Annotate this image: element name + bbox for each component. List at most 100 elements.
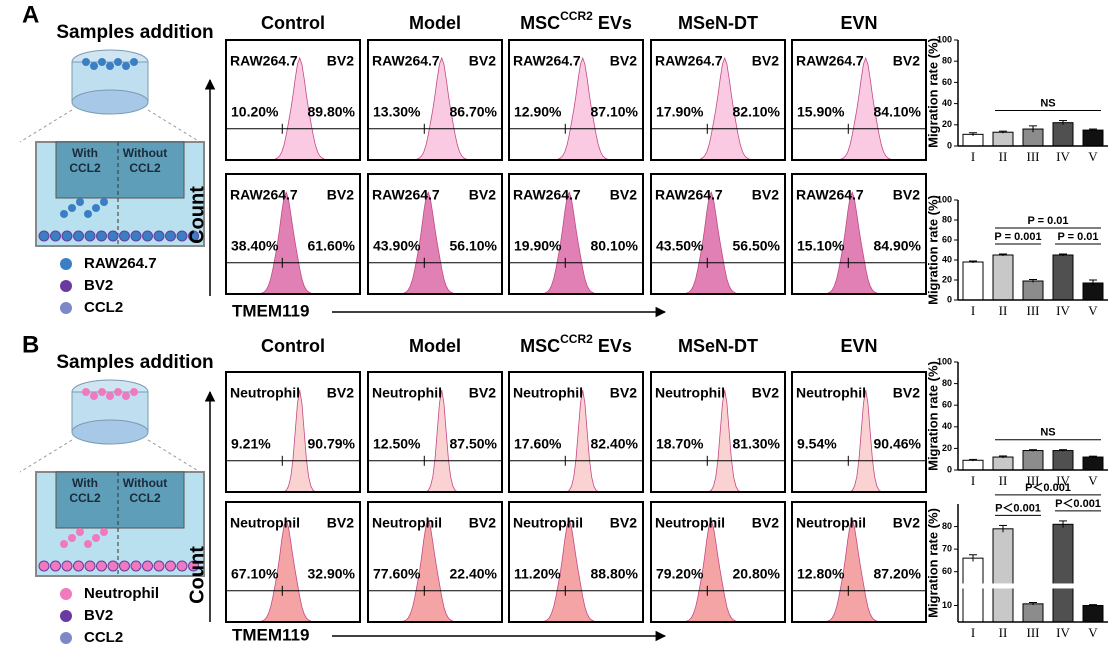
panel-label: A [22,1,39,28]
percent-left: 38.40% [231,238,279,254]
cell-label: RAW264.7 [230,53,298,69]
count-label: Count [186,186,208,244]
x-tick-label: IV [1056,625,1070,640]
guide [147,109,201,143]
sig-label: NS [1040,97,1055,109]
x-tick-label: II [999,149,1008,164]
x-tick-label: II [999,473,1008,488]
percent-left: 17.60% [514,436,562,452]
diagram-title: Samples addition [56,22,213,43]
bar [992,131,1014,147]
cell-label: Neutrophil [513,385,583,401]
plot-frame [650,501,786,623]
percent-left: 15.90% [797,104,845,120]
plot-frame [650,39,786,161]
bar [962,133,984,147]
bar [962,557,984,623]
sig-label: P＜0.001 [995,502,1041,514]
bar [1052,254,1074,301]
cell-icon [92,204,100,212]
legend-icon [60,258,72,270]
bar [962,261,984,301]
y-tick-label: 20 [942,274,952,284]
plot-frame [225,173,361,295]
cell-icon [50,230,61,242]
chamber-label: Without [123,476,168,490]
percent-right: 86.70% [450,104,498,120]
chamber-label: Without [123,146,168,160]
legend-icon [60,302,72,314]
cell-icon [96,560,107,572]
column-header: Model [409,13,461,33]
bv2-label: BV2 [610,53,637,69]
y-tick-label: 80 [942,56,952,66]
percent-right: 89.80% [308,104,356,120]
x-tick-label: V [1088,303,1098,318]
y-axis-label: Migration rate (%) [925,361,940,471]
chamber-label: With [72,146,98,160]
guide [19,439,73,473]
legend-label: BV2 [84,607,113,624]
bv2-label: BV2 [327,515,354,531]
bv2-label: BV2 [893,385,920,401]
percent-right: 80.10% [591,238,639,254]
percent-left: 18.70% [656,436,704,452]
legend-icon [60,610,72,622]
bar [992,254,1014,301]
percent-left: 43.50% [656,238,704,254]
header-suffix: EVs [593,336,632,356]
column-header: EVN [840,13,877,33]
bv2-label: BV2 [327,187,354,203]
bar [1052,122,1074,147]
percent-right: 84.90% [874,238,922,254]
cell-icon [176,230,188,242]
guide [147,439,201,473]
bv2-label: BV2 [752,385,779,401]
bar [992,528,1014,623]
x-tick-label: III [1027,303,1040,318]
bar [1082,604,1104,623]
y-tick-label: 80 [942,521,952,531]
cell-icon [130,230,142,242]
cell-icon [60,540,68,548]
percent-right: 87.50% [450,436,498,452]
y-tick-label: 80 [942,378,952,388]
cell-icon [68,204,76,212]
cell-label: Neutrophil [655,385,725,401]
plot-frame [225,501,361,623]
legend-icon [60,588,72,600]
y-tick-label: 0 [947,140,952,150]
bv2-label: BV2 [893,515,920,531]
bv2-label: BV2 [752,187,779,203]
sig-label: P = 0.01 [1057,231,1098,243]
percent-right: 87.20% [874,566,922,582]
percent-left: 13.30% [373,104,421,120]
percent-right: 84.10% [874,104,922,120]
cell-label: RAW264.7 [796,53,864,69]
cell-icon [68,534,76,542]
column-header: MSeN-DT [678,13,758,33]
y-tick-label: 20 [942,443,952,453]
percent-left: 77.60% [373,566,421,582]
cell-icon [84,210,92,218]
cell-icon [165,230,176,242]
cell-label: Neutrophil [513,515,583,531]
cell-label: RAW264.7 [230,187,298,203]
bar [1022,280,1044,301]
legend-label: BV2 [84,277,113,294]
header-base: MSC [520,13,560,33]
cell-icon [73,230,84,242]
column-header: MSeN-DT [678,336,758,356]
plot-frame [791,371,927,493]
cell-icon [73,560,84,572]
y-axis-label: Migration rate (%) [925,38,940,148]
chamber-label: CCL2 [69,491,101,505]
percent-left: 12.50% [373,436,421,452]
plot-frame [508,39,644,161]
cell-icon [82,58,90,66]
plot-frame [367,371,503,493]
percent-right: 82.10% [733,104,781,120]
